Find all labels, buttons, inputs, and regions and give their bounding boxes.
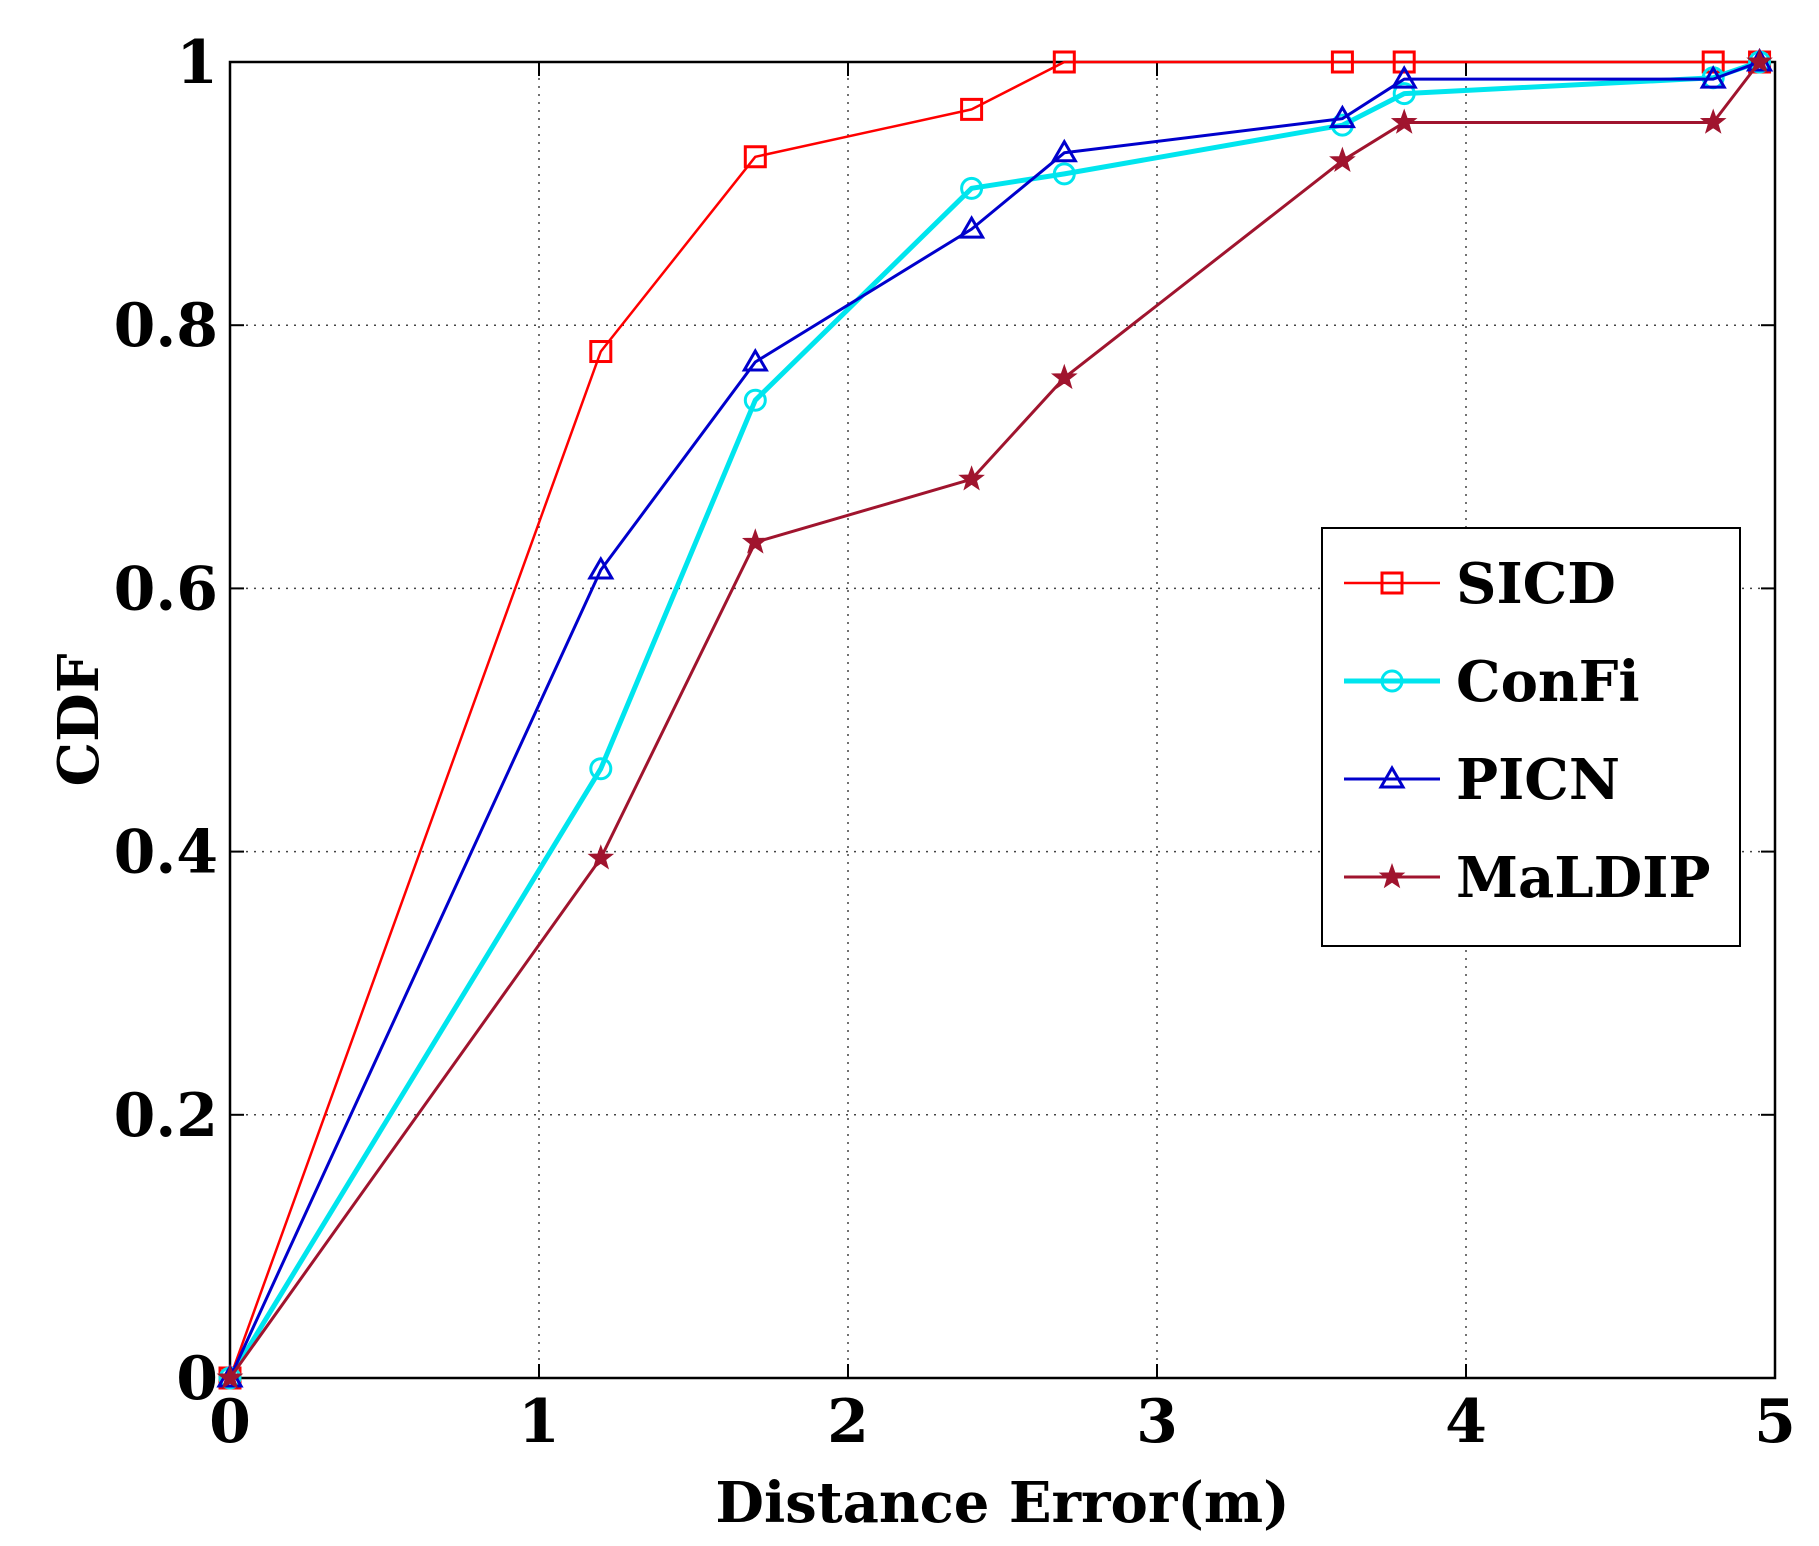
data-point-sicd bbox=[1392, 50, 1416, 74]
data-point-sicd bbox=[589, 340, 613, 364]
legend-item-maldip: MaLDIP bbox=[1344, 845, 1711, 911]
data-point-confi bbox=[743, 388, 767, 412]
y-tick-label: 0.8 bbox=[114, 291, 218, 361]
y-tick-label: 0.6 bbox=[114, 554, 218, 624]
data-point-maldip bbox=[1329, 146, 1356, 172]
y-tick-label: 0.2 bbox=[114, 1081, 218, 1151]
y-tick-label: 1 bbox=[176, 28, 218, 98]
x-tick-label: 2 bbox=[827, 1387, 869, 1457]
data-point-picn bbox=[1050, 138, 1078, 163]
data-point-confi bbox=[589, 757, 613, 781]
y-tick-label: 0 bbox=[176, 1344, 218, 1414]
data-point-confi bbox=[1392, 82, 1416, 106]
legend-label-maldip: MaLDIP bbox=[1456, 845, 1711, 911]
series-line-sicd bbox=[228, 60, 1760, 1379]
data-point-confi bbox=[960, 176, 984, 200]
data-point-maldip bbox=[587, 844, 615, 870]
data-series bbox=[216, 48, 1774, 1390]
legend-label-confi: ConFi bbox=[1456, 649, 1640, 715]
data-point-sicd bbox=[960, 97, 984, 121]
series-line-confi bbox=[227, 59, 1761, 1380]
plot-frame bbox=[228, 60, 1777, 1380]
series-maldip bbox=[216, 48, 1773, 1390]
x-tick-label: 3 bbox=[1136, 1387, 1178, 1457]
data-point-maldip bbox=[741, 528, 769, 554]
y-axis-title: CDF bbox=[46, 653, 112, 786]
legend-marker-sicd bbox=[1380, 571, 1404, 595]
legend-marker-picn bbox=[1378, 765, 1406, 789]
x-tick-label: 1 bbox=[518, 1387, 560, 1457]
y-tick-label: 0.4 bbox=[114, 818, 218, 888]
legend-label-sicd: SICD bbox=[1456, 551, 1616, 617]
legend-item-picn: PICN bbox=[1344, 747, 1620, 813]
data-point-picn bbox=[741, 348, 769, 372]
x-tick-label: 5 bbox=[1754, 1387, 1796, 1457]
data-point-picn bbox=[1390, 65, 1418, 89]
x-tick-label: 0 bbox=[209, 1387, 251, 1457]
data-point-maldip bbox=[216, 1363, 244, 1390]
legend: SICD ConFi PICN MaLDIP bbox=[1321, 527, 1741, 947]
legend-marker-maldip bbox=[1378, 862, 1406, 889]
data-point-sicd bbox=[743, 145, 767, 169]
data-point-maldip bbox=[1390, 108, 1418, 134]
data-point-sicd bbox=[1701, 50, 1725, 74]
data-point-picn bbox=[1328, 104, 1357, 129]
data-point-maldip bbox=[1746, 48, 1773, 74]
legend-item-sicd: SICD bbox=[1344, 551, 1616, 617]
data-point-picn bbox=[587, 555, 615, 580]
legend-label-picn: PICN bbox=[1456, 747, 1620, 813]
data-point-picn bbox=[1699, 65, 1727, 89]
data-point-picn bbox=[957, 215, 986, 239]
axis-ticks: 0 1 2 3 4 5 0 0.2 0.4 0.6 0.8 1 bbox=[114, 28, 1796, 1457]
x-axis-title: Distance Error(m) bbox=[715, 1470, 1289, 1536]
data-point-sicd bbox=[1330, 50, 1354, 74]
legend-item-confi: ConFi bbox=[1344, 649, 1640, 715]
series-line-picn bbox=[228, 60, 1761, 1379]
legend-marker-confi bbox=[1380, 669, 1404, 693]
data-point-sicd bbox=[1052, 50, 1076, 74]
data-point-confi bbox=[1052, 162, 1076, 186]
data-point-maldip bbox=[1699, 108, 1727, 134]
data-point-maldip bbox=[1050, 363, 1078, 390]
data-point-maldip bbox=[958, 465, 985, 491]
x-tick-label: 4 bbox=[1445, 1387, 1487, 1457]
